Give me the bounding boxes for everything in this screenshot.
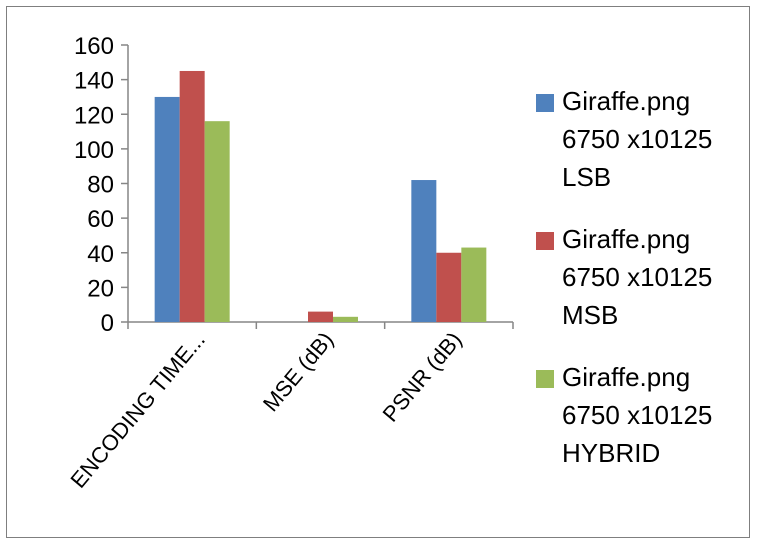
y-tick-label: 140 xyxy=(74,68,114,95)
legend-label-line: LSB xyxy=(562,162,612,192)
bar-msb xyxy=(436,252,462,322)
y-tick-label: 120 xyxy=(74,102,114,129)
legend-label-msb: Giraffe.png 6750 x10125 MSB xyxy=(562,220,712,334)
legend-label-line: Giraffe.png xyxy=(562,86,691,116)
y-tick-label: 40 xyxy=(87,241,114,268)
legend-item-hybrid: Giraffe.png 6750 x10125 HYBRID xyxy=(536,358,746,496)
chart-frame xyxy=(6,6,750,538)
y-tick-label: 0 xyxy=(101,310,114,337)
y-tick-label: 60 xyxy=(87,206,114,233)
bar-msb xyxy=(308,311,333,322)
x-category-label: PSNR (dB) xyxy=(378,327,467,426)
legend-label-line: MSB xyxy=(562,300,619,330)
legend-label-lsb: Giraffe.png 6750 x10125 LSB xyxy=(562,82,712,196)
x-category-label: ENCODING TIME... xyxy=(65,327,210,493)
legend-label-line: 6750 x10125 xyxy=(562,400,713,430)
y-tick-label: 160 xyxy=(74,33,114,60)
legend-label-line: HYBRID xyxy=(562,438,661,468)
legend-label-line: 6750 x10125 xyxy=(562,262,713,292)
bar-hybrid xyxy=(461,247,487,322)
bar-msb xyxy=(179,70,205,322)
y-tick-label: 80 xyxy=(87,172,114,199)
y-tick-label: 20 xyxy=(87,275,114,302)
legend-item-lsb: Giraffe.png 6750 x10125 LSB xyxy=(536,82,746,220)
legend-swatch-msb xyxy=(536,232,554,250)
bar-lsb xyxy=(411,180,437,322)
bar-lsb xyxy=(154,96,180,322)
legend-item-msb: Giraffe.png 6750 x10125 MSB xyxy=(536,220,746,358)
legend-swatch-hybrid xyxy=(536,370,554,388)
legend-label-line: 6750 x10125 xyxy=(562,124,713,154)
y-tick-label: 100 xyxy=(74,137,114,164)
legend-label-line: Giraffe.png xyxy=(562,362,691,392)
bar-hybrid xyxy=(333,316,358,322)
legend-label-line: Giraffe.png xyxy=(562,224,691,254)
bar-hybrid xyxy=(204,121,230,322)
x-category-label: MSE (dB) xyxy=(258,327,338,416)
chart-legend: Giraffe.png 6750 x10125 LSB Giraffe.png … xyxy=(536,82,746,496)
legend-swatch-lsb xyxy=(536,94,554,112)
legend-label-hybrid: Giraffe.png 6750 x10125 HYBRID xyxy=(562,358,712,472)
